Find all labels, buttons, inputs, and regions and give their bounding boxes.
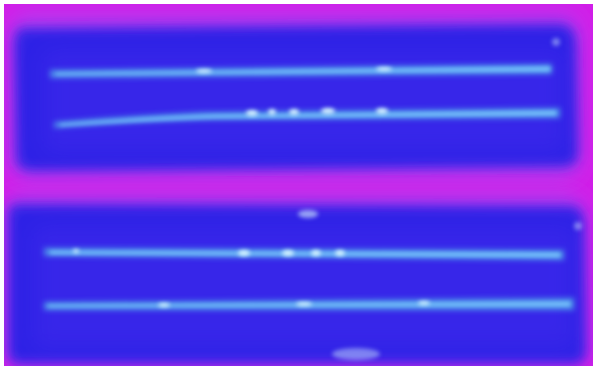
hotspot [376, 67, 392, 71]
hotspot [552, 38, 560, 46]
hotspot [73, 249, 79, 253]
hotspot [298, 210, 318, 218]
thermal-image [4, 4, 593, 366]
hotspot [296, 302, 312, 306]
hotspot [574, 222, 582, 230]
hotspot [246, 110, 258, 116]
hotspot [268, 109, 276, 115]
hotspot [196, 69, 212, 73]
hotspot [321, 108, 335, 114]
hotspot [311, 250, 321, 256]
stripe-2 [60, 111, 556, 126]
hotspot [332, 348, 380, 360]
hotspot [335, 250, 345, 256]
stripe-1 [56, 67, 550, 75]
hotspot [282, 250, 294, 256]
hotspot [238, 250, 250, 256]
panel-bottom-inner [34, 228, 574, 348]
thermal-image-canvas [4, 4, 593, 366]
hotspot [158, 303, 170, 307]
hotspot [376, 108, 388, 114]
hotspot [289, 109, 299, 115]
hotspot [418, 301, 430, 305]
stripe-3 [50, 251, 560, 257]
